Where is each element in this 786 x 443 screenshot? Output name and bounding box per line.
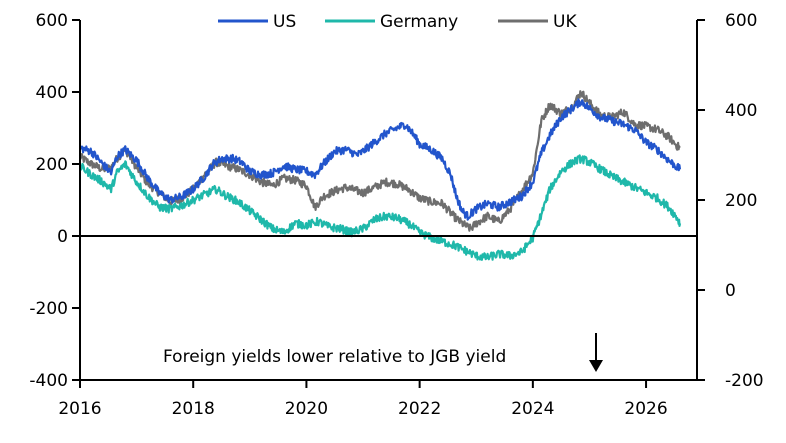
x-tick-label: 2018 [172, 399, 215, 419]
left-tick-label: 600 [36, 11, 68, 31]
legend-label-us: US [273, 12, 296, 32]
left-tick-label: 400 [36, 83, 68, 103]
right-tick-label: -200 [725, 371, 764, 391]
right-tick-label: 200 [725, 191, 757, 211]
x-tick-label: 2022 [398, 399, 441, 419]
left-tick-label: -200 [29, 299, 68, 319]
right-tick-label: 400 [725, 101, 757, 121]
right-tick-label: 0 [725, 281, 736, 301]
annotation-text: Foreign yields lower relative to JGB yie… [163, 347, 506, 367]
right-tick-label: 600 [725, 11, 757, 31]
x-tick-label: 2024 [511, 399, 554, 419]
x-tick-label: 2020 [285, 399, 328, 419]
left-tick-label: -400 [29, 371, 68, 391]
series-line-germany [78, 154, 682, 261]
annotation-arrow-head [589, 360, 603, 372]
series-lines [78, 90, 682, 261]
series-line-uk [78, 90, 681, 232]
series-line-us [79, 98, 682, 221]
legend-label-germany: Germany [380, 12, 458, 32]
x-tick-label: 2016 [58, 399, 101, 419]
legend-label-uk: UK [553, 12, 577, 32]
legend: US Germany UK [218, 12, 577, 32]
x-tick-label: 2026 [624, 399, 667, 419]
left-tick-label: 0 [57, 227, 68, 247]
axes: 600 400 200 0 -200 -400 600 400 200 0 -200 2016 2018… [29, 11, 763, 419]
left-tick-label: 200 [36, 155, 68, 175]
annotation: Foreign yields lower relative to JGB yie… [163, 333, 603, 372]
